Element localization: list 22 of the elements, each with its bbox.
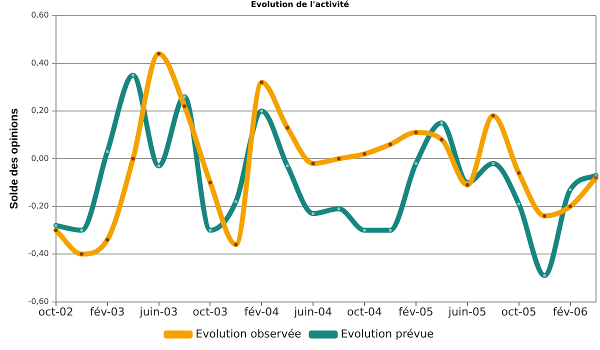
x-tick-label: juin-03 xyxy=(138,305,178,318)
x-tick-label: fév-05 xyxy=(398,305,434,318)
x-tick-label: oct-04 xyxy=(346,305,382,318)
y-tick-label: -0,40 xyxy=(28,249,49,258)
x-tick-label: fév-04 xyxy=(244,305,280,318)
x-tick-label: fév-03 xyxy=(90,305,125,318)
y-tick-label: 0,20 xyxy=(31,106,49,116)
y-tick-label: 0,60 xyxy=(31,10,49,20)
x-tick-label: juin-05 xyxy=(447,305,486,318)
y-tick-label: -0,60 xyxy=(28,296,49,306)
y-tick-label: 0,40 xyxy=(31,58,49,68)
x-tick-label: oct-02 xyxy=(38,305,74,318)
chart-title: Evolution de l'activité xyxy=(250,0,350,9)
y-axis-title: Solde des opinions xyxy=(8,108,21,210)
y-tick-label: -0,20 xyxy=(28,201,49,210)
legend-label: Evolution observée xyxy=(196,327,302,340)
x-tick-label: oct-05 xyxy=(501,305,536,318)
x-tick-label: fév-06 xyxy=(552,305,588,318)
x-tick-label: juin-04 xyxy=(293,305,332,318)
x-tick-label: oct-03 xyxy=(192,305,228,318)
y-tick-label: 0,00 xyxy=(31,154,49,163)
legend-label: Evolution prévue xyxy=(340,327,434,340)
